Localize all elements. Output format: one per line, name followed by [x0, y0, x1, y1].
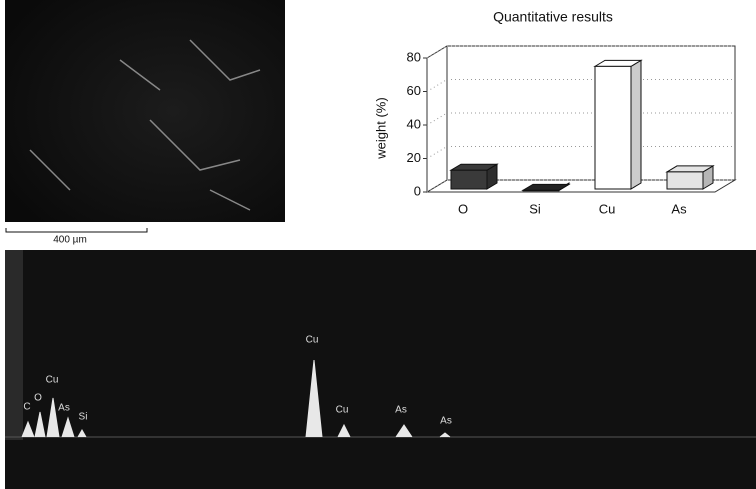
peak-label: O [34, 393, 42, 404]
y-tick-label: 40 [407, 116, 421, 131]
y-tick-label: 20 [407, 150, 421, 165]
peak-label: Cu [306, 335, 319, 346]
spectrum-background [5, 250, 756, 489]
peak-label: Cu [336, 405, 349, 416]
peak-label: As [58, 403, 70, 414]
x-tick-label: As [671, 201, 687, 216]
micrograph [5, 0, 285, 222]
spectrum-edge [5, 250, 23, 440]
peak-label: Si [79, 412, 88, 423]
y-axis-label: weight (%) [373, 97, 388, 159]
side-wall [426, 45, 448, 193]
scale-bar [5, 228, 148, 233]
bar [666, 171, 704, 190]
peak-label: As [440, 416, 452, 427]
y-tick-label: 60 [407, 83, 421, 98]
peak-label: As [395, 405, 407, 416]
peak-label: Cu [46, 375, 59, 386]
x-tick-label: Cu [599, 201, 616, 216]
y-tick-label: 0 [414, 183, 421, 198]
chart-title: Quantitative results [493, 9, 613, 25]
y-tick-label: 80 [407, 49, 421, 64]
spectrum: C O Cu As Si Cu Cu As As [5, 250, 756, 489]
bar [522, 189, 560, 192]
bar-side [630, 59, 642, 190]
bar [450, 169, 488, 190]
scale-label: 400 µm [53, 235, 87, 246]
x-tick-label: Si [529, 201, 541, 216]
x-tick-label: O [458, 201, 468, 216]
spectrum-peaks [21, 359, 451, 438]
bar [594, 65, 632, 190]
micrograph-texture [29, 39, 261, 211]
peak-label: C [23, 402, 30, 413]
